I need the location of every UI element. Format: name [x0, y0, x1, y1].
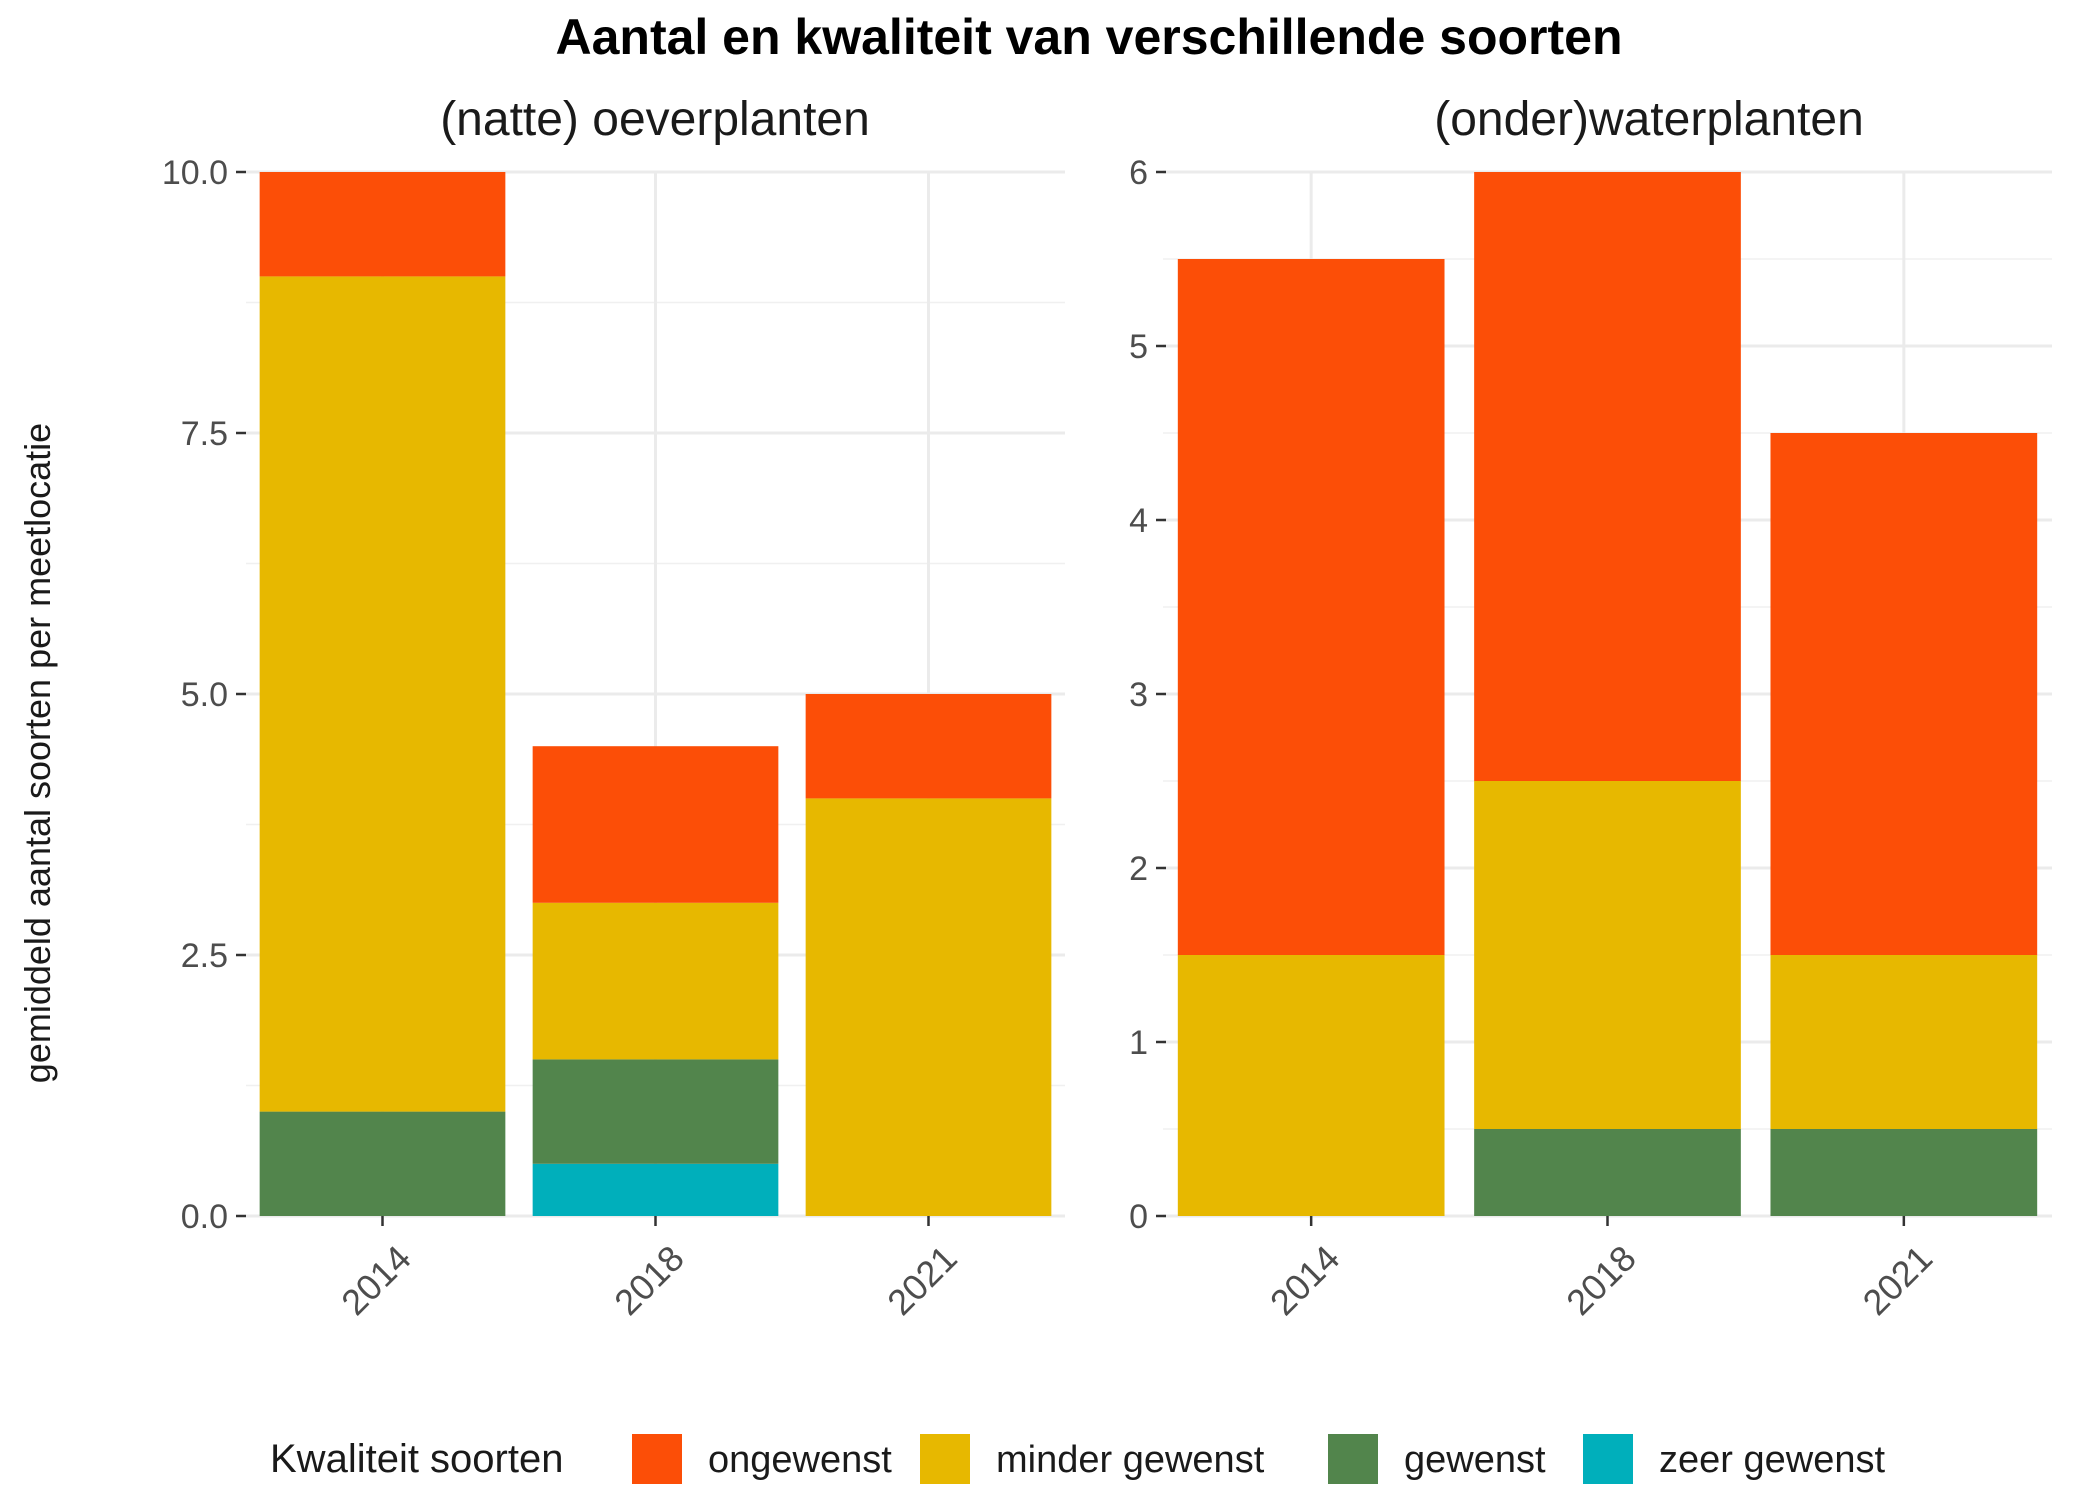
- chart-panels: (natte) oeverplanten0.02.55.07.510.02014…: [162, 93, 2052, 1323]
- bar-minder-gewenst-2021: [805, 798, 1052, 1216]
- x-tick-label: 2018: [1558, 1237, 1644, 1323]
- legend: Kwaliteit soorten ongewenst minder gewens…: [270, 1434, 1885, 1484]
- bar-ongewenst-2021: [805, 694, 1052, 799]
- y-tick-label: 2: [1129, 850, 1148, 888]
- chart-title: Aantal en kwaliteit van verschillende so…: [555, 9, 1622, 65]
- bar-minder-gewenst-2014: [259, 276, 506, 1112]
- y-tick-label: 0.0: [181, 1198, 228, 1236]
- legend-key-zeer-gewenst: [1583, 1434, 1633, 1484]
- y-tick-label: 3: [1129, 676, 1148, 714]
- legend-label-gewenst: gewenst: [1404, 1439, 1546, 1481]
- bar-ongewenst-2018: [532, 746, 779, 903]
- bar-minder-gewenst-2018: [532, 902, 779, 1060]
- legend-label-ongewenst: ongewenst: [708, 1439, 892, 1481]
- y-tick-label: 2.5: [181, 937, 228, 975]
- bar-gewenst-2021: [1770, 1129, 2038, 1216]
- y-tick-label: 0: [1129, 1198, 1148, 1236]
- legend-item-zeer-gewenst: zeer gewenst: [1583, 1434, 1885, 1484]
- bar-gewenst-2018: [532, 1059, 779, 1164]
- legend-label-zeer-gewenst: zeer gewenst: [1659, 1439, 1885, 1481]
- y-tick-label: 1: [1129, 1024, 1148, 1062]
- bar-gewenst-2018: [1474, 1129, 1741, 1216]
- legend-item-ongewenst: ongewenst: [632, 1434, 892, 1484]
- y-tick-label: 7.5: [181, 415, 228, 453]
- bar-ongewenst-2018: [1474, 172, 1741, 781]
- x-tick-label: 2021: [879, 1237, 965, 1323]
- legend-item-gewenst: gewenst: [1328, 1434, 1546, 1484]
- y-tick-label: 5: [1129, 328, 1148, 366]
- x-tick-label: 2014: [333, 1237, 419, 1323]
- y-tick-label: 10.0: [162, 154, 228, 192]
- bar-minder-gewenst-2021: [1770, 955, 2038, 1129]
- panel-1: (natte) oeverplanten 0.0 2.5 5.0 7.5 10.0 2014…: [162, 93, 1065, 1323]
- legend-key-ongewenst: [632, 1434, 682, 1484]
- y-tick-label: 5.0: [181, 676, 228, 714]
- legend-item-minder-gewenst: minder gewenst: [920, 1434, 1265, 1484]
- x-tick-label: 2018: [606, 1237, 692, 1323]
- panel-2: (onder)waterplanten 0 1 2 3 4 5 6 2014 2018 2021: [1129, 93, 2052, 1323]
- panel-title: (natte) oeverplanten: [440, 93, 870, 146]
- y-axis-title: gemiddeld aantal soorten per meetlocatie: [17, 423, 58, 1083]
- x-tick-label: 2021: [1855, 1237, 1941, 1323]
- x-tick-label: 2014: [1262, 1237, 1348, 1323]
- legend-key-minder-gewenst: [920, 1434, 970, 1484]
- legend-title: Kwaliteit soorten: [270, 1437, 563, 1481]
- bar-minder-gewenst-2014: [1177, 955, 1445, 1216]
- bar-ongewenst-2014: [1177, 259, 1445, 955]
- bar-ongewenst-2021: [1770, 433, 2038, 955]
- panel-title: (onder)waterplanten: [1434, 93, 1864, 146]
- bar-ongewenst-2014: [259, 172, 506, 277]
- y-tick-label: 4: [1129, 502, 1148, 540]
- y-tick-label: 6: [1129, 154, 1148, 192]
- legend-label-minder-gewenst: minder gewenst: [996, 1439, 1265, 1481]
- bar-gewenst-2014: [259, 1111, 506, 1216]
- bar-minder-gewenst-2018: [1474, 781, 1741, 1129]
- legend-key-gewenst: [1328, 1434, 1378, 1484]
- bar-zeer-gewenst-2018: [532, 1163, 779, 1216]
